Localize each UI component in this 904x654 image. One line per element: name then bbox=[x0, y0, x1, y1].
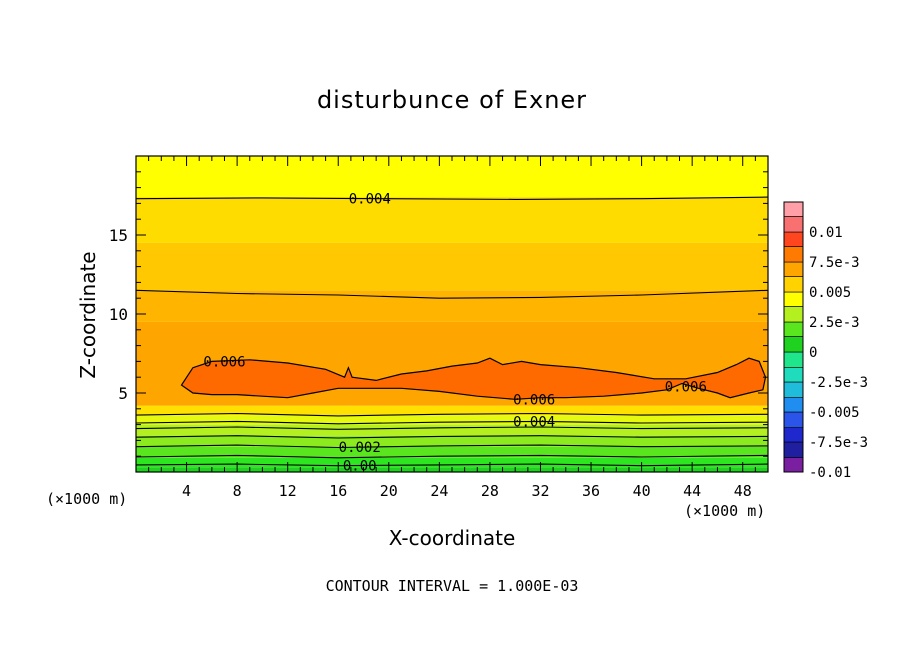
y-tick-label-0: 5 bbox=[118, 384, 128, 403]
x-tick-label-1: 8 bbox=[233, 482, 242, 500]
y-tick-label-2: 15 bbox=[109, 226, 128, 245]
colorbar: 0.01 7.5e-3 0.005 2.5e-3 0 -2.5e-3 -0.005 -7.5e… bbox=[783, 201, 868, 481]
contour-label-closed-0-0: 0.006 bbox=[203, 354, 245, 370]
contour-line-7 bbox=[136, 196, 768, 200]
colorbar-swatch-9 bbox=[783, 321, 804, 337]
colorbar-swatch-12 bbox=[783, 276, 804, 293]
colorbar-swatch-13 bbox=[783, 261, 804, 277]
contour-band-2 bbox=[136, 446, 768, 458]
contour-band-5 bbox=[136, 415, 768, 425]
contour-band-4 bbox=[136, 424, 768, 436]
colorbar-frame bbox=[783, 201, 804, 473]
colorbar-swatch-3 bbox=[783, 411, 804, 428]
colorbar-swatch-14 bbox=[783, 246, 804, 263]
chart-title: disturbunce of Exner bbox=[316, 86, 588, 114]
contour-label-closed-0-2: 0.006 bbox=[665, 380, 707, 396]
colorbar-swatch-6 bbox=[783, 367, 804, 383]
colorbar-swatch-11 bbox=[783, 291, 804, 307]
colorbar-label-2: 0.005 bbox=[809, 285, 851, 301]
x-tick-label-9: 40 bbox=[633, 482, 651, 500]
colorbar-swatch-1 bbox=[783, 441, 804, 458]
x-tick-label-5: 24 bbox=[430, 482, 448, 500]
colorbar-label-0: 0.01 bbox=[809, 225, 843, 241]
contour-line-4 bbox=[136, 426, 768, 430]
colorbar-swatch-4 bbox=[783, 397, 804, 413]
contour-line-6 bbox=[136, 412, 768, 417]
contour-band-10 bbox=[136, 197, 768, 243]
colorbar-label-3: 2.5e-3 bbox=[809, 315, 860, 331]
x-unit-left: (×1000 m) bbox=[46, 490, 128, 508]
contour-band-11 bbox=[136, 156, 768, 198]
x-axis-label: X-coordinate bbox=[388, 526, 516, 550]
colorbar-swatch-8 bbox=[783, 336, 804, 353]
contour-band-9 bbox=[136, 242, 768, 291]
y-tick-label-1: 10 bbox=[109, 305, 128, 324]
colorbar-label-1: 7.5e-3 bbox=[809, 255, 860, 271]
contour-band-6 bbox=[136, 405, 768, 416]
contour-line-2 bbox=[136, 444, 768, 449]
contour-line-3 bbox=[136, 435, 768, 439]
x-tick-label-4: 20 bbox=[380, 482, 398, 500]
contour-line-1 bbox=[136, 454, 768, 459]
colorbar-swatch-15 bbox=[783, 231, 804, 247]
colorbar-swatch-5 bbox=[783, 381, 804, 398]
colorbar-swatch-2 bbox=[783, 427, 804, 443]
x-tick-label-10: 44 bbox=[683, 482, 701, 500]
x-tick-label-8: 36 bbox=[582, 482, 600, 500]
contour-label-closed-0-1: 0.006 bbox=[513, 392, 555, 408]
colorbar-swatch-7 bbox=[783, 351, 804, 368]
colorbar-swatch-16 bbox=[783, 216, 804, 233]
x-tick-label-3: 16 bbox=[329, 482, 347, 500]
colorbar-label-4: 0 bbox=[809, 345, 817, 361]
colorbar-label-8: -0.01 bbox=[809, 465, 851, 481]
contour-label-7: 0.004 bbox=[349, 192, 391, 208]
x-tick-label-0: 4 bbox=[182, 482, 191, 500]
colorbar-label-7: -7.5e-3 bbox=[809, 435, 868, 451]
x-unit-right: (×1000 m) bbox=[684, 502, 766, 520]
colorbar-swatch-17 bbox=[783, 201, 804, 217]
x-tick-label-11: 48 bbox=[734, 482, 752, 500]
contour-line-8 bbox=[136, 289, 768, 299]
colorbar-swatch-10 bbox=[783, 306, 804, 323]
x-axis-ticks: 4 8 12 16 20 24 28 32 36 40 44 48 bbox=[148, 156, 756, 500]
contour-band-8 bbox=[136, 290, 768, 322]
x-tick-label-2: 12 bbox=[279, 482, 297, 500]
y-axis-ticks: 5 10 15 bbox=[109, 171, 768, 457]
x-tick-label-6: 28 bbox=[481, 482, 499, 500]
colorbar-label-6: -0.005 bbox=[809, 405, 860, 421]
colorbar-label-5: -2.5e-3 bbox=[809, 375, 868, 391]
contour-label-2: 0.002 bbox=[339, 440, 381, 456]
x-tick-label-7: 32 bbox=[531, 482, 549, 500]
contour-band-1 bbox=[136, 457, 768, 468]
filled-contour-bands bbox=[136, 156, 768, 472]
contour-closed-0 bbox=[180, 357, 767, 400]
contour-band-3 bbox=[136, 435, 768, 447]
contour-label-5: 0.004 bbox=[513, 414, 555, 430]
colorbar-swatch-0 bbox=[783, 457, 804, 473]
contour-line-5 bbox=[136, 420, 768, 425]
y-axis-label: Z-coordinate bbox=[76, 251, 100, 379]
contour-interval-note: CONTOUR INTERVAL = 1.000E-03 bbox=[325, 577, 579, 595]
